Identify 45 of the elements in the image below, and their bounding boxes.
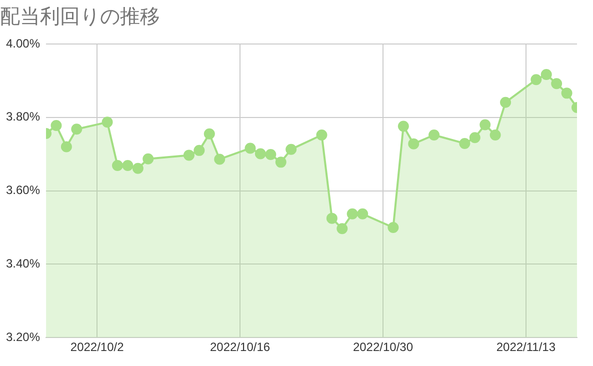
point	[428, 130, 440, 141]
point	[122, 160, 134, 171]
point	[254, 148, 266, 160]
point	[214, 154, 226, 165]
point	[490, 130, 501, 141]
point	[286, 144, 297, 155]
y-tick-label: 4.00%	[6, 36, 40, 50]
point	[142, 153, 154, 164]
point	[50, 120, 62, 131]
x-tick-label: 2022/10/16	[210, 340, 270, 354]
point	[112, 160, 124, 171]
point	[60, 141, 72, 152]
y-tick-label: 3.80%	[6, 110, 40, 124]
point	[194, 144, 205, 156]
point	[530, 74, 542, 86]
chart-title: 配当利回りの推移	[0, 4, 160, 28]
point	[316, 130, 328, 141]
point	[265, 148, 276, 160]
point	[398, 120, 409, 132]
y-tick-label: 3.20%	[6, 330, 40, 344]
point	[561, 88, 572, 99]
x-tick-label: 2022/10/2	[70, 340, 124, 354]
point	[204, 128, 215, 140]
point	[71, 124, 82, 135]
point	[357, 208, 368, 220]
point	[500, 96, 512, 108]
x-tick-label: 2022/10/30	[352, 340, 414, 354]
point	[480, 119, 491, 130]
y-tick-label: 3.60%	[6, 183, 40, 198]
point	[244, 142, 256, 154]
y-tick-label: 3.40%	[6, 256, 40, 271]
point	[275, 156, 286, 168]
point	[551, 78, 562, 90]
point	[326, 212, 338, 224]
point	[336, 223, 348, 234]
point	[102, 116, 113, 128]
point	[388, 222, 399, 233]
point	[469, 132, 480, 144]
x-tick-label: 2022/11/13	[496, 340, 556, 354]
point	[183, 150, 194, 161]
point	[540, 68, 552, 80]
point	[132, 162, 144, 174]
point	[408, 138, 420, 150]
point	[346, 208, 358, 220]
point	[459, 138, 470, 149]
